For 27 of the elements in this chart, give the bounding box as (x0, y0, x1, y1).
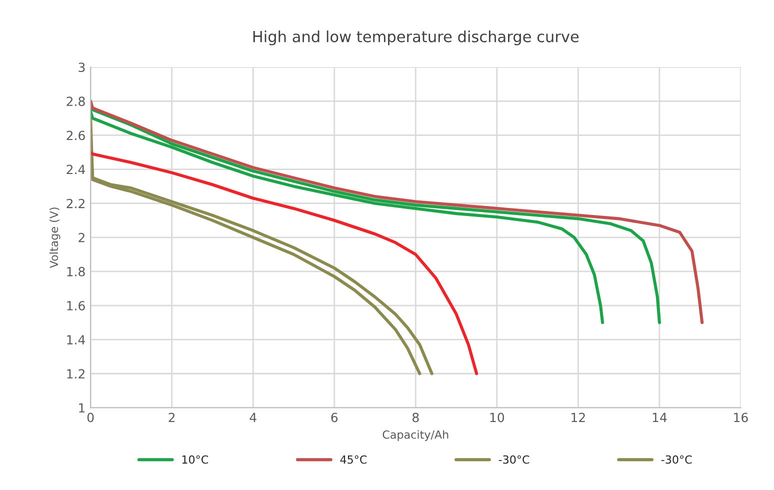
x-axis-title: Capacity/Ah (382, 430, 448, 441)
y-tick-label: 1.6 (67, 300, 85, 310)
y-tick-label: 2.4 (66, 164, 85, 174)
y-tick-label: 2.2 (66, 198, 84, 208)
y-tick-label: 1.4 (67, 335, 85, 344)
chart-title: High and low temperature discharge curve (253, 30, 579, 46)
y-tick-label: 2.8 (66, 96, 85, 106)
x-tick-label: 4 (250, 412, 256, 422)
x-tick-label: 8 (412, 412, 419, 422)
x-tick-label: 14 (652, 412, 667, 422)
x-tick-label: 16 (734, 412, 748, 422)
y-tick-label: 2 (78, 232, 84, 242)
y-tick-label: 1 (79, 403, 85, 412)
legend-label: 45°C (340, 455, 367, 464)
x-tick-label: 12 (572, 412, 585, 422)
x-tick-label: 10 (490, 412, 504, 422)
y-tick-label: 3 (78, 62, 85, 72)
y-tick-label: 2.6 (66, 130, 85, 140)
y-axis-title: Voltage (V) (50, 208, 60, 268)
legend-label: 10°C (182, 455, 208, 464)
x-tick-label: 0 (87, 412, 94, 422)
legend-label: -30°C (661, 455, 692, 464)
legend-label: -30°C (498, 455, 530, 464)
y-tick-label: 1.8 (67, 266, 85, 276)
x-tick-label: 6 (331, 412, 338, 422)
y-tick-label: 1.2 (67, 369, 84, 378)
x-tick-label: 2 (168, 412, 175, 422)
